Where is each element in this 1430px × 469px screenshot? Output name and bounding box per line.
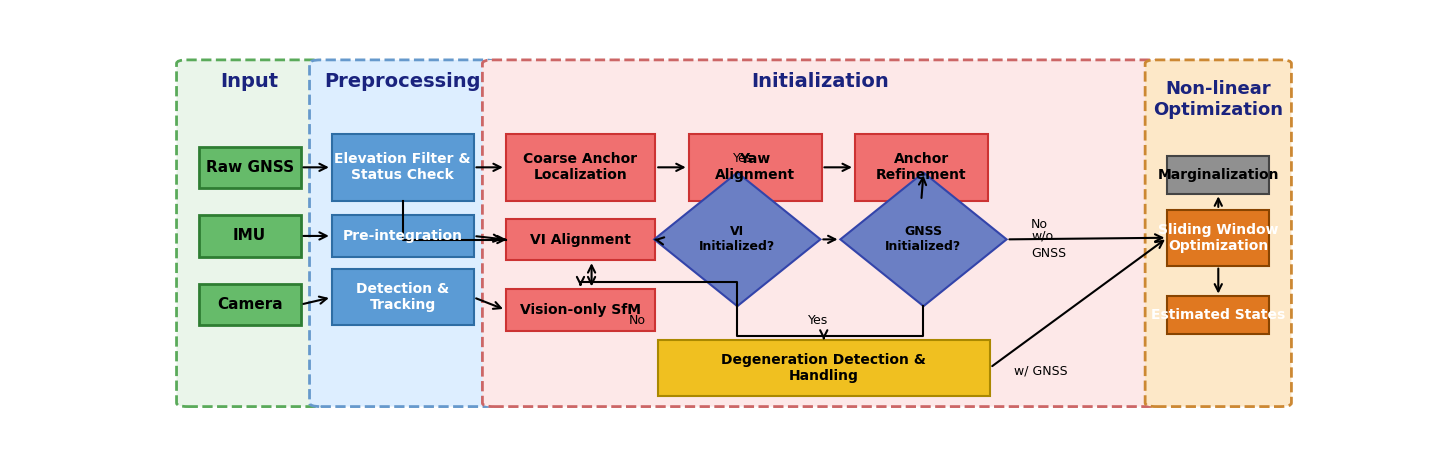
FancyBboxPatch shape: [309, 60, 496, 407]
FancyBboxPatch shape: [506, 219, 655, 260]
Text: No: No: [1031, 219, 1048, 231]
Polygon shape: [841, 173, 1007, 306]
FancyBboxPatch shape: [332, 269, 473, 325]
FancyBboxPatch shape: [658, 340, 990, 396]
Text: Estimated States: Estimated States: [1151, 309, 1286, 322]
FancyBboxPatch shape: [332, 215, 473, 257]
Text: Yes: Yes: [732, 151, 754, 165]
FancyBboxPatch shape: [482, 60, 1158, 407]
Text: Non-linear
Optimization: Non-linear Optimization: [1153, 80, 1283, 119]
Text: VI
Initialized?: VI Initialized?: [699, 226, 775, 253]
Text: Vision-only SfM: Vision-only SfM: [521, 303, 641, 317]
Text: Camera: Camera: [217, 297, 283, 312]
FancyBboxPatch shape: [855, 134, 988, 201]
FancyBboxPatch shape: [689, 134, 821, 201]
Text: Sliding Window
Optimization: Sliding Window Optimization: [1158, 223, 1278, 253]
Text: Coarse Anchor
Localization: Coarse Anchor Localization: [523, 152, 638, 182]
Text: Initialization: Initialization: [752, 72, 889, 91]
Text: GNSS: GNSS: [1031, 247, 1067, 260]
FancyBboxPatch shape: [1167, 210, 1270, 266]
FancyBboxPatch shape: [176, 60, 323, 407]
Text: Elevation Filter &
Status Check: Elevation Filter & Status Check: [335, 152, 470, 182]
Text: Anchor
Refinement: Anchor Refinement: [877, 152, 967, 182]
Text: w/ GNSS: w/ GNSS: [1014, 365, 1068, 378]
Polygon shape: [654, 173, 821, 306]
Text: IMU: IMU: [233, 228, 266, 243]
Text: Input: Input: [220, 72, 279, 91]
FancyBboxPatch shape: [506, 134, 655, 201]
FancyBboxPatch shape: [199, 147, 300, 188]
FancyBboxPatch shape: [1167, 156, 1270, 194]
Text: Raw GNSS: Raw GNSS: [206, 160, 293, 175]
FancyBboxPatch shape: [506, 289, 655, 331]
FancyBboxPatch shape: [1145, 60, 1291, 407]
FancyBboxPatch shape: [199, 284, 300, 325]
FancyBboxPatch shape: [199, 215, 300, 257]
Text: Marginalization: Marginalization: [1157, 167, 1278, 182]
Text: No: No: [629, 314, 646, 327]
Text: Degeneration Detection &
Handling: Degeneration Detection & Handling: [721, 353, 927, 383]
Text: Preprocessing: Preprocessing: [325, 72, 480, 91]
Text: w/o: w/o: [1031, 229, 1052, 242]
Text: VI Alignment: VI Alignment: [531, 233, 631, 247]
FancyBboxPatch shape: [1167, 296, 1270, 334]
FancyBboxPatch shape: [332, 134, 473, 201]
Text: Yaw
Alignment: Yaw Alignment: [715, 152, 795, 182]
Text: GNSS
Initialized?: GNSS Initialized?: [885, 226, 961, 253]
Text: Detection &
Tracking: Detection & Tracking: [356, 282, 449, 312]
Text: Yes: Yes: [808, 314, 828, 327]
Text: Pre-integration: Pre-integration: [343, 229, 463, 243]
